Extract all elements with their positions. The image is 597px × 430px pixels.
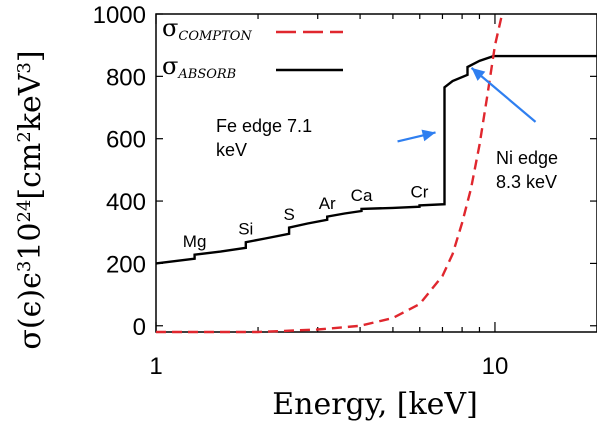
fe-annotation-line: Fe edge 7.1 <box>216 116 312 136</box>
y-ticks: 0 200 400 600 800 1000 <box>93 2 597 341</box>
series-absorb-line <box>155 54 597 265</box>
ni-arrow-shaft <box>470 67 537 123</box>
series-layer <box>155 13 597 334</box>
series-compton-line <box>156 13 504 334</box>
element-label-ca: Ca <box>351 186 373 205</box>
legend-sigma-absorb: σABSORB <box>162 52 236 82</box>
legend: σCOMPTON σABSORB <box>162 14 343 82</box>
fe-arrow-head <box>421 129 436 142</box>
x-axis-label: Energy, [keV] <box>272 387 478 422</box>
element-label-si: Si <box>238 220 253 239</box>
y-tick-label: 200 <box>106 251 146 278</box>
y-tick-label: 600 <box>106 127 146 154</box>
element-label-ar: Ar <box>319 194 336 213</box>
element-label-cr: Cr <box>411 182 429 201</box>
ni-annotation-line: 8.3 keV <box>496 172 557 192</box>
ni-arrow-head <box>471 67 486 81</box>
annotations: Fe edge 7.1 keV Ni edge 8.3 keV <box>216 67 558 192</box>
legend-item-compton: σCOMPTON <box>162 14 343 44</box>
legend-item-absorb: σABSORB <box>162 52 343 82</box>
element-label-s: S <box>283 205 294 224</box>
y-tick-label: 1000 <box>93 2 146 29</box>
plot-frame <box>155 13 597 333</box>
element-label-mg: Mg <box>183 232 207 251</box>
x-tick-label: 1 <box>149 353 162 380</box>
y-tick-label: 400 <box>106 189 146 216</box>
legend-sigma-compton: σCOMPTON <box>162 14 252 44</box>
fe-annotation-line: keV <box>216 140 247 160</box>
x-tick-label: 10 <box>482 353 509 380</box>
y-axis-label: σ(ϵ)ϵ31024[cm2keV3] <box>13 50 48 349</box>
y-tick-label: 800 <box>106 64 146 91</box>
y-tick-label: 0 <box>133 314 146 341</box>
ni-annotation-line: Ni edge <box>496 148 558 168</box>
element-labels: Mg Si S Ar Ca Cr <box>183 182 429 251</box>
